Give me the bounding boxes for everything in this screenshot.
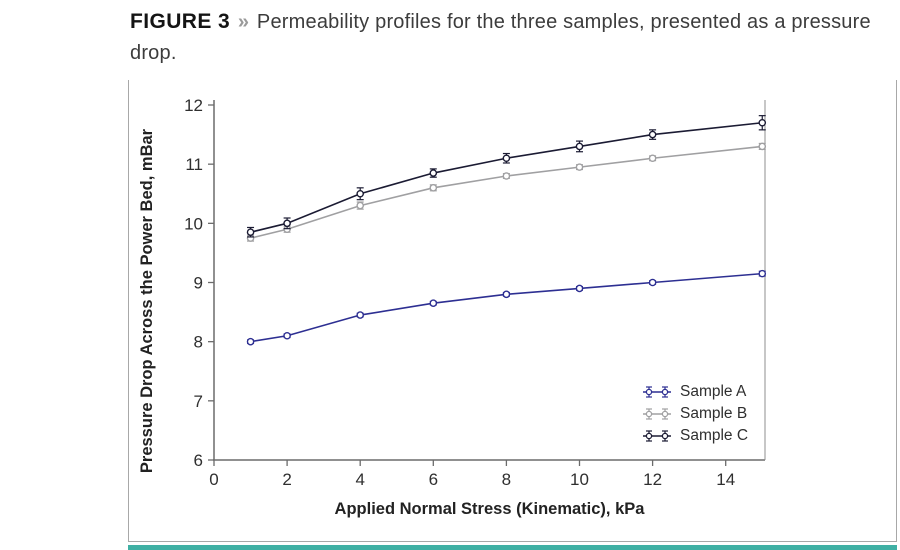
- data-point-marker: [246, 337, 255, 346]
- y-axis-label: Pressure Drop Across the Power Bed, mBar: [138, 128, 156, 474]
- data-point-marker: [356, 311, 364, 319]
- svg-text:12: 12: [184, 96, 203, 115]
- data-point-marker: [356, 189, 364, 198]
- data-point-marker: [246, 228, 255, 237]
- series-sample-c: [246, 115, 767, 238]
- svg-text:6: 6: [194, 451, 203, 470]
- data-point-marker: [758, 142, 767, 151]
- legend-errorbar-marker-icon: [643, 408, 671, 420]
- accent-bar: [128, 545, 897, 550]
- figure-label: FIGURE 3: [130, 10, 231, 33]
- svg-text:4: 4: [355, 470, 364, 489]
- data-point-marker: [502, 290, 511, 299]
- data-point-marker: [575, 284, 584, 293]
- data-point-marker: [575, 142, 584, 151]
- svg-text:8: 8: [194, 333, 203, 352]
- svg-text:0: 0: [209, 470, 218, 489]
- legend-label: Sample B: [680, 405, 748, 422]
- x-axis-label: Applied Normal Stress (Kinematic), kPa: [334, 500, 645, 518]
- chart-legend: Sample A Sample B Sample C: [641, 381, 748, 447]
- legend-label: Sample C: [680, 427, 749, 444]
- svg-text:11: 11: [185, 155, 203, 174]
- legend-item-sample-a: Sample A: [641, 381, 748, 403]
- svg-text:7: 7: [194, 392, 203, 411]
- data-point-marker: [758, 269, 767, 278]
- svg-text:9: 9: [194, 274, 203, 293]
- data-point-marker: [356, 201, 364, 210]
- svg-text:12: 12: [643, 470, 662, 489]
- svg-text:2: 2: [282, 470, 291, 489]
- svg-text:8: 8: [502, 470, 511, 489]
- data-point-marker: [502, 154, 511, 163]
- data-point-marker: [429, 169, 438, 177]
- data-point-marker: [502, 172, 511, 180]
- legend-errorbar-marker-icon: [643, 386, 671, 398]
- svg-text:10: 10: [184, 214, 203, 233]
- x-axis-ticks: 0 2 4 6 8 10 12 14: [209, 460, 735, 489]
- permeability-chart: 6 7 8 9 10 11 12 0 2 4 6 8 10 12 14: [184, 96, 767, 489]
- figure-caption: FIGURE 3 » Permeability profiles for the…: [130, 6, 900, 69]
- data-point-marker: [283, 331, 291, 340]
- data-point-marker: [429, 184, 438, 192]
- svg-text:10: 10: [570, 470, 589, 489]
- chart-card: 6 7 8 9 10 11 12 0 2 4 6 8 10 12 14 Pressure Drop Acro…: [128, 80, 897, 542]
- data-point-marker: [648, 278, 657, 287]
- data-point-marker: [758, 118, 767, 127]
- svg-text:14: 14: [716, 470, 735, 489]
- axes: [213, 100, 766, 461]
- chevron-separator-icon: »: [237, 11, 250, 33]
- data-point-marker: [648, 130, 657, 139]
- legend-label: Sample A: [680, 383, 747, 400]
- y-axis-ticks: 6 7 8 9 10 11 12: [184, 96, 214, 470]
- series-sample-a: [246, 269, 767, 346]
- data-point-marker: [575, 163, 584, 171]
- legend-item-sample-c: Sample C: [641, 425, 748, 447]
- legend-errorbar-marker-icon: [643, 430, 671, 442]
- data-point-marker: [283, 219, 291, 228]
- series-sample-b: [246, 142, 767, 242]
- svg-text:6: 6: [429, 470, 438, 489]
- data-point-marker: [429, 299, 438, 308]
- figure-caption-text: Permeability profiles for the three samp…: [130, 11, 871, 64]
- legend-item-sample-b: Sample B: [641, 403, 748, 425]
- data-point-marker: [648, 154, 657, 163]
